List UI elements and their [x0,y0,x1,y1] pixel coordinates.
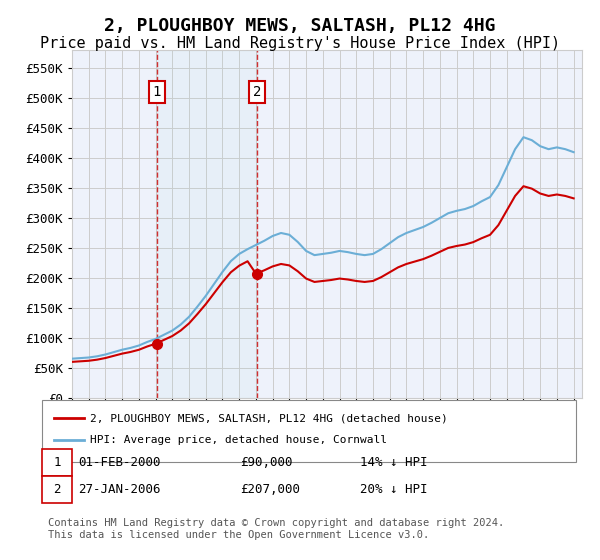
Text: 1: 1 [53,456,61,469]
Text: 1: 1 [153,85,161,99]
Text: 27-JAN-2006: 27-JAN-2006 [78,483,161,496]
Text: 2, PLOUGHBOY MEWS, SALTASH, PL12 4HG (detached house): 2, PLOUGHBOY MEWS, SALTASH, PL12 4HG (de… [90,413,448,423]
Text: £207,000: £207,000 [240,483,300,496]
Text: 2: 2 [253,85,261,99]
Text: 01-FEB-2000: 01-FEB-2000 [78,456,161,469]
Text: HPI: Average price, detached house, Cornwall: HPI: Average price, detached house, Corn… [90,435,387,445]
Text: 2: 2 [53,483,61,496]
Text: 14% ↓ HPI: 14% ↓ HPI [360,456,427,469]
Text: Price paid vs. HM Land Registry's House Price Index (HPI): Price paid vs. HM Land Registry's House … [40,36,560,52]
Bar [157,50,257,398]
Text: 2, PLOUGHBOY MEWS, SALTASH, PL12 4HG: 2, PLOUGHBOY MEWS, SALTASH, PL12 4HG [104,17,496,35]
Text: £90,000: £90,000 [240,456,293,469]
Text: 20% ↓ HPI: 20% ↓ HPI [360,483,427,496]
Text: Contains HM Land Registry data © Crown copyright and database right 2024.
This d: Contains HM Land Registry data © Crown c… [48,518,504,540]
